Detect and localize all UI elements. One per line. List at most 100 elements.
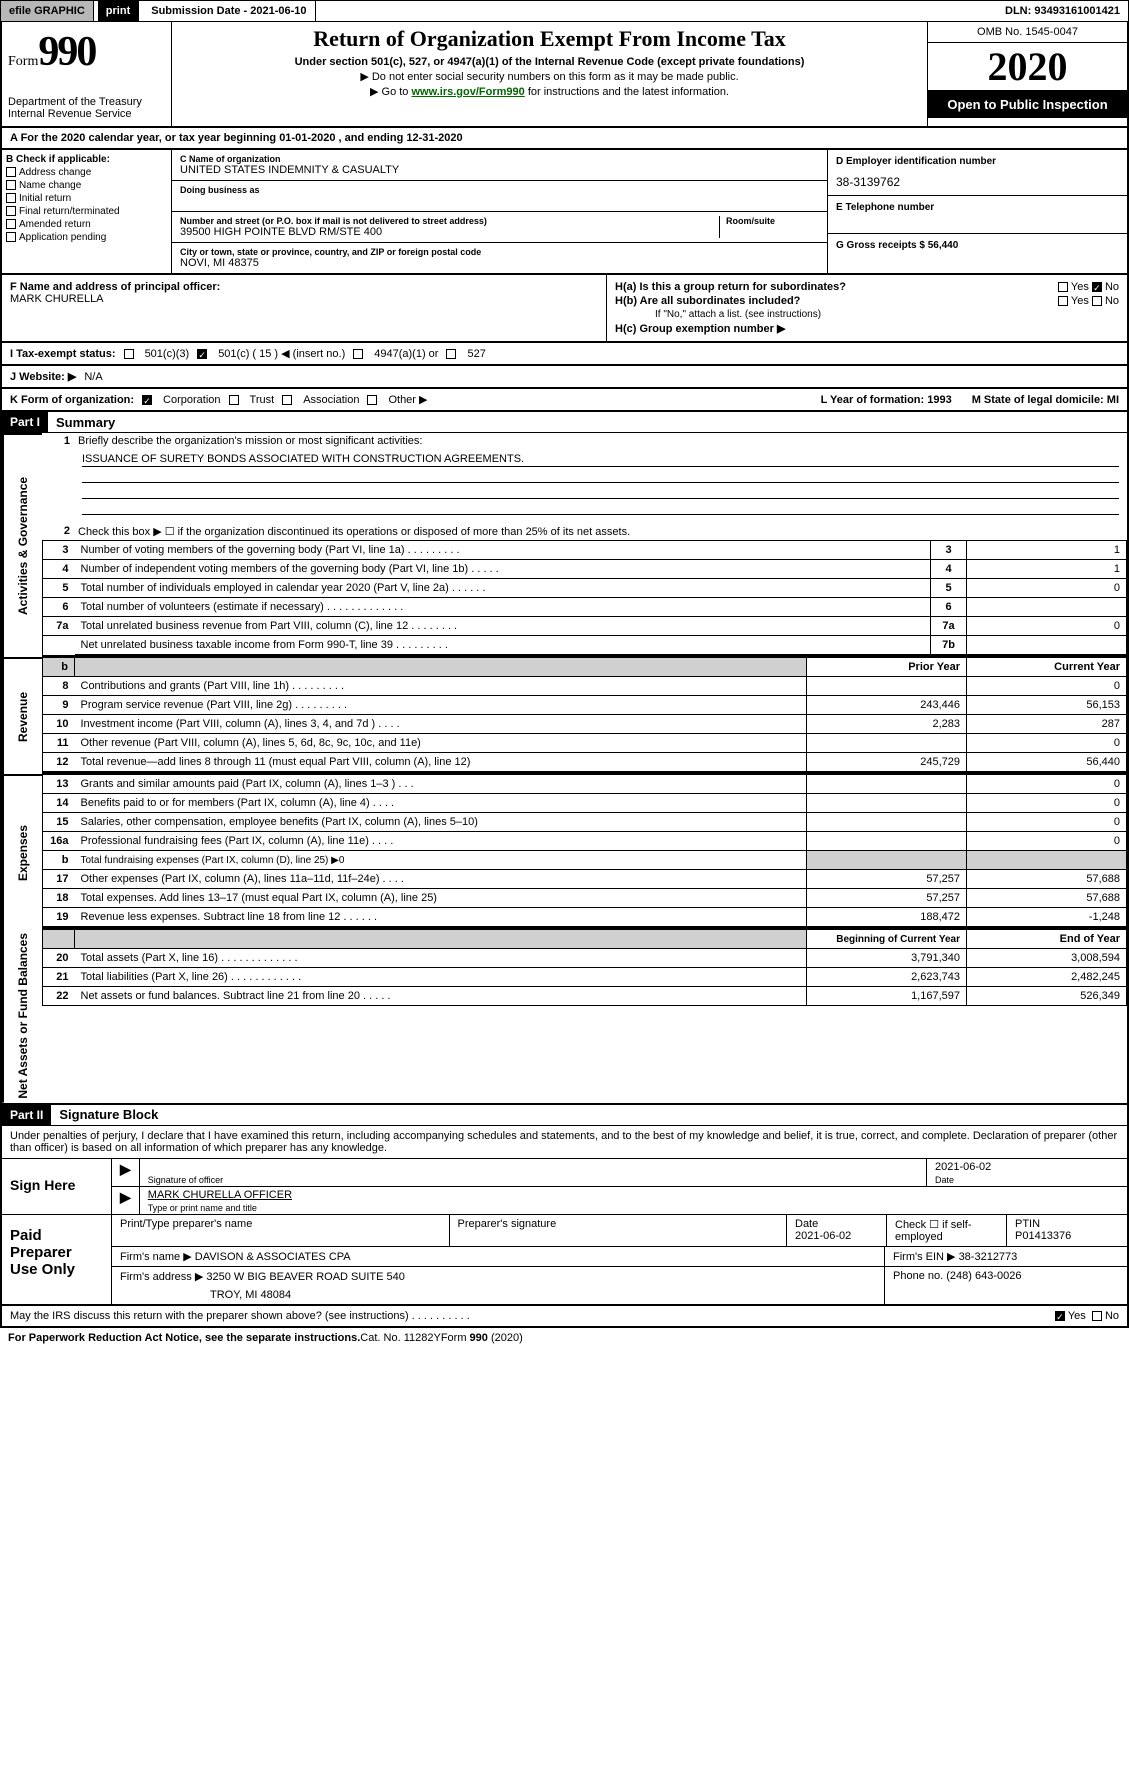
phone-label: E Telephone number — [836, 202, 1119, 213]
hb-no-lab: No — [1105, 295, 1119, 307]
l17-curr: 57,688 — [967, 870, 1127, 889]
vtab-revenue: Revenue — [2, 657, 42, 774]
l11-desc: Other revenue (Part VIII, column (A), li… — [75, 734, 807, 753]
discuss-yes-lab: Yes — [1068, 1310, 1086, 1322]
l13-curr: 0 — [967, 775, 1127, 794]
chk-address[interactable]: Address change — [6, 167, 167, 178]
line1-label: Briefly describe the organization's miss… — [78, 435, 1123, 447]
chk-final[interactable]: Final return/terminated — [6, 206, 167, 217]
l16b-desc: Total fundraising expenses (Part IX, col… — [75, 851, 807, 870]
netassets-table: Beginning of Current YearEnd of Year 20T… — [42, 929, 1127, 1006]
revenue-table: bPrior YearCurrent Year 8Contributions a… — [42, 657, 1127, 772]
l19-curr: -1,248 — [967, 908, 1127, 927]
l14-desc: Benefits paid to or for members (Part IX… — [75, 794, 807, 813]
l21-desc: Total liabilities (Part X, line 26) . . … — [75, 968, 807, 987]
ein-label: D Employer identification number — [836, 156, 1119, 167]
part-ii-title: Signature Block — [51, 1107, 158, 1122]
submission-date: Submission Date - 2021-06-10 — [143, 1, 315, 21]
discuss-row: May the IRS discuss this return with the… — [0, 1306, 1129, 1328]
l13-desc: Grants and similar amounts paid (Part IX… — [75, 775, 807, 794]
l7b-desc: Net unrelated business taxable income fr… — [75, 636, 931, 655]
form-subtitle: Under section 501(c), 527, or 4947(a)(1)… — [180, 56, 919, 68]
l5-val: 0 — [967, 579, 1127, 598]
col-de: D Employer identification number 38-3139… — [827, 150, 1127, 273]
hdr-end: End of Year — [967, 930, 1127, 949]
addr-label: Number and street (or P.O. box if mail i… — [180, 216, 719, 226]
chk-pending[interactable]: Application pending — [6, 232, 167, 243]
part-i-title: Summary — [48, 415, 115, 430]
l11-curr: 0 — [967, 734, 1127, 753]
mission-text: ISSUANCE OF SURETY BONDS ASSOCIATED WITH… — [82, 453, 1119, 467]
col-b-header: B Check if applicable: — [6, 154, 167, 165]
l22-begin: 1,167,597 — [807, 987, 967, 1006]
l13-prior — [807, 775, 967, 794]
sig-arrow-icon: ▶ — [120, 1161, 131, 1177]
l8-desc: Contributions and grants (Part VIII, lin… — [75, 677, 807, 696]
discuss-no[interactable] — [1092, 1311, 1102, 1321]
chk-501c[interactable] — [197, 349, 207, 359]
chk-4947[interactable] — [353, 349, 363, 359]
irs-link[interactable]: www.irs.gov/Form990 — [411, 86, 524, 98]
chk-name[interactable]: Name change — [6, 180, 167, 191]
top-bar: efile GRAPHIC print Submission Date - 20… — [0, 0, 1129, 22]
addr-value: 39500 HIGH POINTE BLVD RM/STE 400 — [180, 226, 719, 238]
form-org-label: K Form of organization: — [10, 394, 134, 406]
discuss-yes[interactable] — [1055, 1311, 1065, 1321]
lab-other: Other ▶ — [388, 393, 427, 406]
l20-end: 3,008,594 — [967, 949, 1127, 968]
omb-number: OMB No. 1545-0047 — [928, 22, 1127, 43]
ha-yes[interactable] — [1058, 282, 1068, 292]
efile-label: efile GRAPHIC — [1, 1, 94, 21]
lab-trust: Trust — [250, 394, 275, 406]
chk-corp[interactable] — [142, 395, 152, 405]
l14-curr: 0 — [967, 794, 1127, 813]
chk-trust[interactable] — [229, 395, 239, 405]
chk-amended-lab: Amended return — [19, 219, 91, 230]
firm-phone-label: Phone no. — [893, 1270, 943, 1282]
officer-name: MARK CHURELLA — [10, 293, 598, 305]
prep-date: 2021-06-02 — [795, 1230, 878, 1242]
print-button[interactable]: print — [98, 1, 139, 21]
l22-end: 526,349 — [967, 987, 1127, 1006]
dba-label: Doing business as — [180, 185, 819, 195]
chk-527[interactable] — [446, 349, 456, 359]
hb-yes[interactable] — [1058, 296, 1068, 306]
firm-ein: 38-3212773 — [959, 1251, 1018, 1263]
sig-date-label: Date — [935, 1175, 1119, 1185]
website-label: J Website: ▶ — [10, 370, 76, 383]
row-k-form-org: K Form of organization: Corporation Trus… — [0, 389, 1129, 412]
pra-notice: For Paperwork Reduction Act Notice, see … — [8, 1332, 360, 1344]
l10-prior: 2,283 — [807, 715, 967, 734]
part-ii-badge: Part II — [2, 1105, 51, 1125]
hdr-begin: Beginning of Current Year — [807, 930, 967, 949]
hb-label: H(b) Are all subordinates included? — [615, 295, 800, 307]
l18-prior: 57,257 — [807, 889, 967, 908]
firm-name: DAVISON & ASSOCIATES CPA — [195, 1251, 351, 1263]
l16a-prior — [807, 832, 967, 851]
vtab-governance: Activities & Governance — [2, 433, 42, 657]
col-c-org: C Name of organization UNITED STATES IND… — [172, 150, 827, 273]
l7a-val: 0 — [967, 617, 1127, 636]
hb-no[interactable] — [1092, 296, 1102, 306]
self-emp-label: Check ☐ if self-employed — [895, 1218, 998, 1243]
hb-note: If "No," attach a list. (see instruction… — [615, 309, 1119, 320]
form-num: 990 — [38, 29, 95, 75]
ha-no[interactable] — [1092, 282, 1102, 292]
chk-initial[interactable]: Initial return — [6, 193, 167, 204]
part-i-badge: Part I — [2, 412, 48, 432]
l21-begin: 2,623,743 — [807, 968, 967, 987]
l20-desc: Total assets (Part X, line 16) . . . . .… — [75, 949, 807, 968]
l14-prior — [807, 794, 967, 813]
chk-assoc[interactable] — [282, 395, 292, 405]
row-j-website: J Website: ▶ N/A — [0, 366, 1129, 389]
note2-pre: ▶ Go to — [370, 86, 411, 98]
chk-501c3[interactable] — [124, 349, 134, 359]
discuss-no-lab: No — [1105, 1310, 1119, 1322]
prep-name-label: Print/Type preparer's name — [120, 1218, 441, 1230]
officer-printed-name: MARK CHURELLA OFFICER — [148, 1189, 1119, 1203]
chk-amended[interactable]: Amended return — [6, 219, 167, 230]
form-prefix: Form — [8, 54, 38, 69]
firm-name-label: Firm's name ▶ — [120, 1251, 192, 1263]
chk-other[interactable] — [367, 395, 377, 405]
irs-label: Internal Revenue Service — [8, 108, 165, 120]
